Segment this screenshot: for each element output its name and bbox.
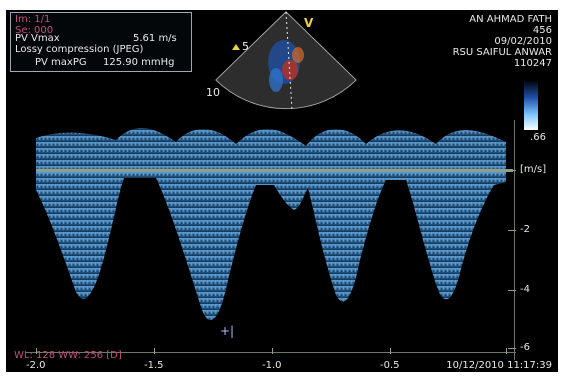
time-label: -0.5 (380, 360, 400, 371)
pv-maxpg-value: 125.90 mmHg (103, 57, 175, 68)
time-tick (506, 348, 507, 354)
time-tick (154, 348, 155, 354)
color-scale-bar (524, 80, 538, 130)
velocity-label-2: -2 (520, 224, 530, 235)
time-axis (26, 352, 516, 353)
echo-sector-image (215, 11, 357, 111)
doppler-velocity-envelope (36, 170, 506, 320)
velocity-axis (514, 120, 515, 360)
institution-name: RSU SAIFUL ANWAR (452, 47, 552, 58)
patient-number: 110247 (513, 58, 552, 69)
time-label: -2.0 (26, 360, 46, 371)
velocity-unit-label: [m/s] (520, 164, 547, 175)
timestamp: 10/12/2010 11:17:39 (446, 360, 552, 371)
time-label: -1.5 (144, 360, 164, 371)
measurement-info-box: Im: 1/1 Se: 000 PV Vmax 5.61 m/s Lossy c… (10, 12, 192, 72)
triangle-marker-icon (232, 44, 240, 50)
depth-label-10: 10 (206, 86, 220, 99)
ultrasound-viewer: V 5 10 Im: 1/1 Se: 000 PV Vmax 5.61 m/s … (6, 10, 558, 372)
measurement-cursor[interactable]: +| (220, 324, 235, 338)
patient-id: 456 (532, 25, 552, 36)
time-tick (390, 348, 391, 354)
time-tick (272, 348, 273, 354)
doppler-spectrum (36, 127, 506, 320)
time-tick (36, 348, 37, 354)
velocity-tick-4 (508, 290, 516, 291)
pv-vmax-label: PV Vmax (15, 33, 60, 44)
pv-vmax-value: 5.61 m/s (133, 33, 177, 44)
image-number: Im: 1/1 (15, 14, 51, 25)
velocity-label-6: -6 (520, 342, 530, 353)
pv-maxpg-label: PV maxPG (35, 57, 87, 68)
doppler-baseline (36, 169, 513, 172)
sector-orientation-label: V (304, 16, 314, 30)
depth-label-5: 5 (242, 40, 249, 53)
time-label: -1.0 (262, 360, 282, 371)
color-scale-value: .66 (530, 132, 546, 143)
window-level-readout: WL: 128 WW: 256 [D] (14, 350, 122, 361)
velocity-tick-2 (508, 230, 516, 231)
patient-info: AN AHMAD FATH 456 09/02/2010 RSU SAIFUL … (453, 14, 552, 69)
velocity-tick-6 (508, 348, 516, 349)
velocity-label-4: -4 (520, 284, 530, 295)
study-date: 09/02/2010 (494, 36, 552, 47)
velocity-tick-0 (508, 170, 516, 171)
doppler-upper-band (36, 127, 506, 170)
patient-name: AN AHMAD FATH (469, 14, 552, 25)
lossy-compression-note: Lossy compression (JPEG) (15, 44, 144, 55)
series-number: Se: 000 (15, 25, 54, 36)
